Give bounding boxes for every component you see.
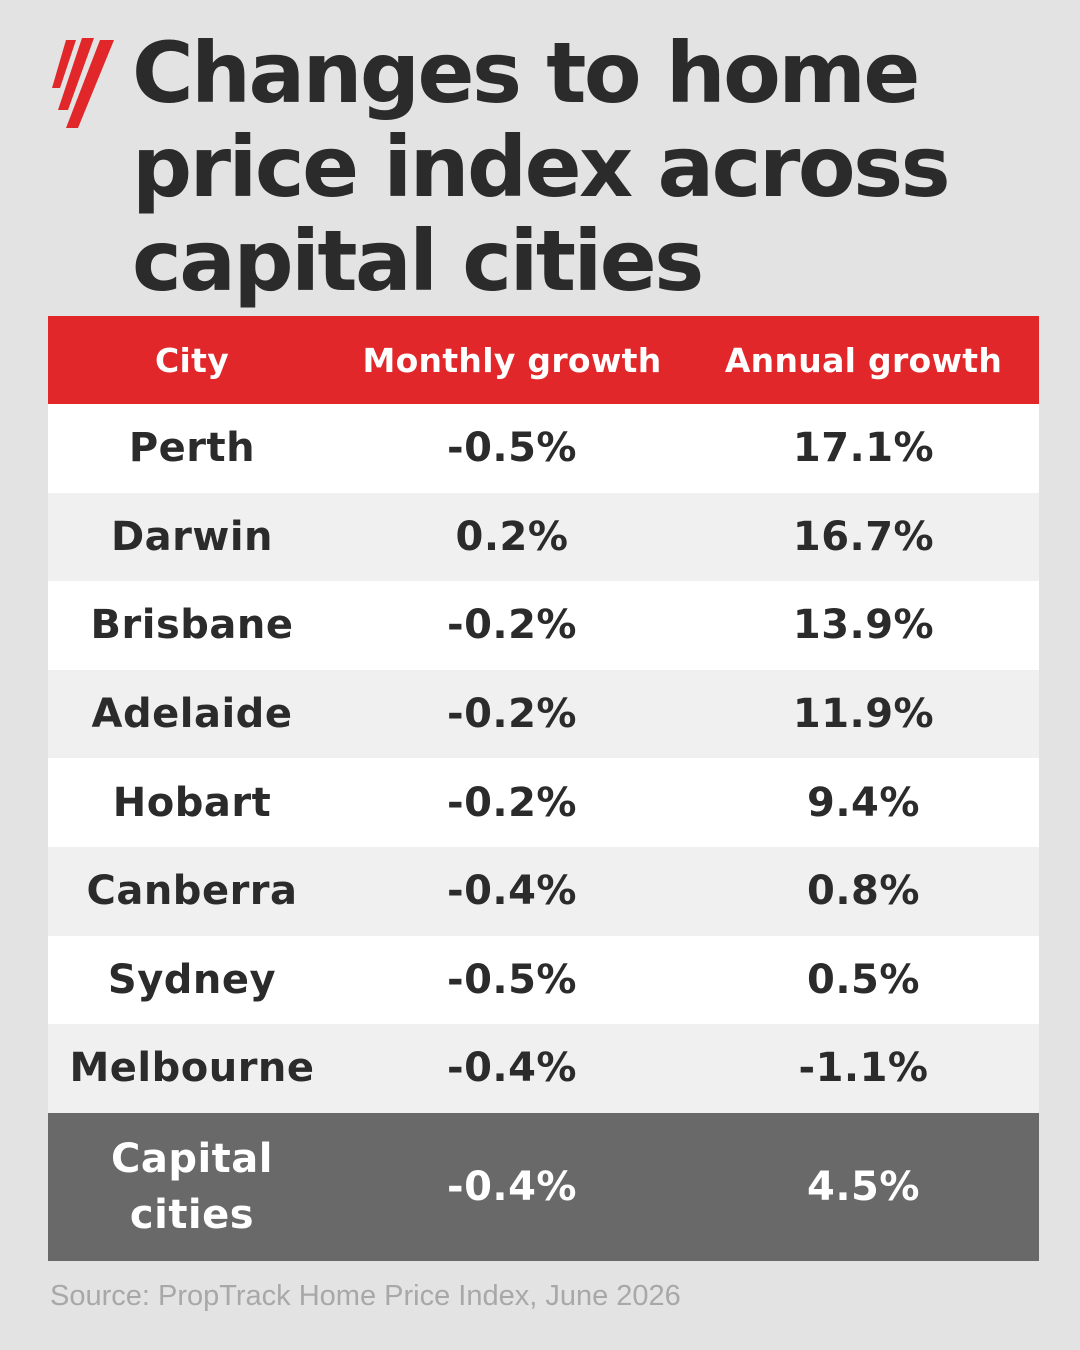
monthly-growth-cell: -0.5% <box>446 425 578 472</box>
table-header: City Monthly growth Annual growth <box>48 316 1039 404</box>
annual-growth-cell: 0.5% <box>807 956 920 1003</box>
monthly-growth-cell: 0.2% <box>455 513 569 560</box>
city-cell: Sydney <box>107 956 277 1003</box>
annual-growth-cell: 0.8% <box>807 868 920 915</box>
table-row: Canberra -0.4% 0.8% <box>48 846 1039 936</box>
page-title: Changes to home price index across capit… <box>132 24 951 310</box>
monthly-growth-cell: -0.5% <box>446 956 578 1003</box>
monthly-growth-cell: -0.2% <box>446 779 578 826</box>
header-monthly-growth: Monthly growth <box>362 340 662 380</box>
table-row: Sydney -0.5% 0.5% <box>48 935 1039 1025</box>
annual-growth-cell: 17.1% <box>792 425 935 472</box>
growth-table: City Monthly growth Annual growth Perth … <box>48 316 1039 1261</box>
annual-growth-cell: 16.7% <box>792 513 935 560</box>
annual-growth-cell: 13.9% <box>792 602 935 649</box>
annual-growth-cell: -1.1% <box>798 1045 929 1092</box>
table-row: Hobart -0.2% 9.4% <box>48 758 1039 847</box>
city-cell: Darwin <box>110 513 274 560</box>
total-annual-growth-cell: 4.5% <box>807 1163 920 1210</box>
city-cell: Perth <box>128 425 256 472</box>
table-row: Brisbane -0.2% 13.9% <box>48 581 1039 670</box>
city-cell: Melbourne <box>69 1045 315 1092</box>
total-city-line2: cities <box>129 1191 255 1238</box>
table-row: Darwin 0.2% 16.7% <box>48 492 1039 582</box>
monthly-growth-cell: -0.2% <box>446 602 578 649</box>
city-cell: Adelaide <box>91 691 293 738</box>
total-row: Capital cities -0.4% 4.5% <box>48 1112 1039 1261</box>
city-cell: Brisbane <box>90 602 294 649</box>
total-monthly-growth-cell: -0.4% <box>446 1163 578 1210</box>
city-cell: Hobart <box>112 779 272 826</box>
table-row: Melbourne -0.4% -1.1% <box>48 1024 1039 1113</box>
table-row: Adelaide -0.2% 11.9% <box>48 669 1039 759</box>
total-city-line1: Capital <box>110 1135 273 1182</box>
header-city: City <box>154 340 230 380</box>
header-annual-growth: Annual growth <box>724 340 1003 380</box>
annual-growth-cell: 11.9% <box>792 691 935 738</box>
monthly-growth-cell: -0.4% <box>446 1045 578 1092</box>
sbs-logo-icon <box>52 38 114 128</box>
table-row: Perth -0.5% 17.1% <box>48 404 1039 493</box>
source-note: Source: PropTrack Home Price Index, June… <box>50 1280 681 1312</box>
annual-growth-cell: 9.4% <box>807 779 920 826</box>
monthly-growth-cell: -0.4% <box>446 868 578 915</box>
monthly-growth-cell: -0.2% <box>446 691 578 738</box>
city-cell: Canberra <box>86 868 298 915</box>
total-city-cell: Capital cities <box>48 1131 336 1243</box>
